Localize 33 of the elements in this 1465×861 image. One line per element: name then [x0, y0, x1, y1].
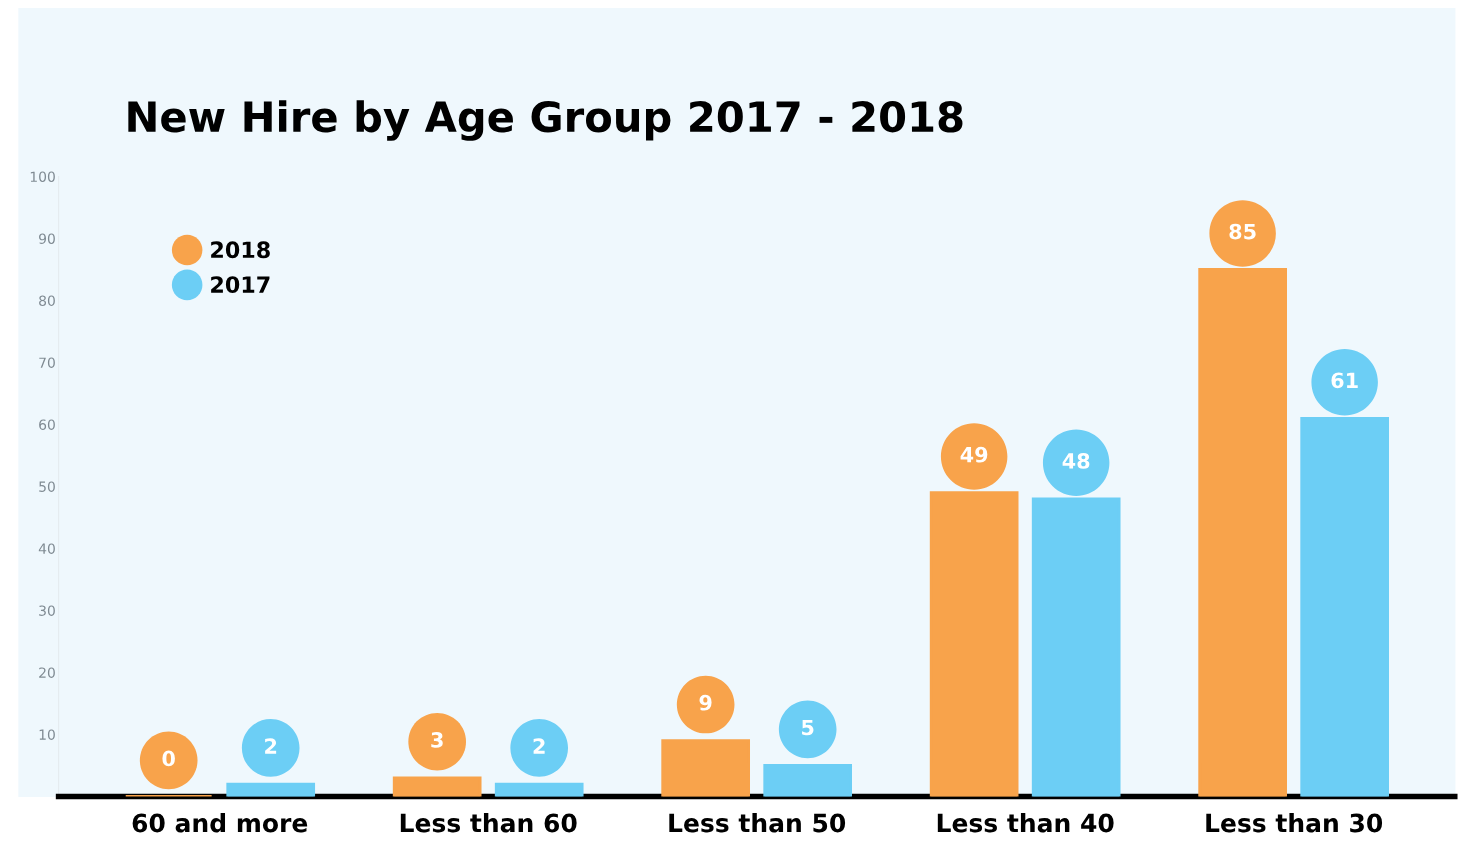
x-tick-label: Less than 30 [1206, 813, 1383, 833]
data-label: 48 [1062, 453, 1090, 469]
legend-label: 2017 [211, 276, 270, 293]
data-label: 9 [699, 694, 712, 711]
y-tick-label: 40 [38, 543, 55, 554]
x-tick-label: 60 and more [132, 813, 308, 833]
y-tick-label: 60 [39, 419, 55, 430]
y-tick-label: 20 [39, 667, 55, 678]
x-tick-label: Less than 50 [669, 813, 846, 833]
data-label: 61 [1331, 372, 1358, 389]
bar [661, 739, 751, 797]
data-label: 2 [265, 738, 277, 754]
y-tick-label: 70 [39, 357, 55, 368]
data-label: 85 [1229, 223, 1256, 240]
y-tick-label: 10 [39, 729, 55, 740]
bar [226, 782, 316, 797]
legend-label: 2018 [211, 241, 270, 259]
y-tick-label: 80 [39, 295, 55, 306]
data-label: 2 [533, 738, 545, 754]
bar [494, 782, 584, 797]
y-tick-label: 50 [39, 481, 55, 492]
y-tick-label: 30 [39, 605, 55, 616]
data-label: 5 [802, 719, 814, 736]
chart-title: New Hire by Age Group 2017 - 2018 [128, 100, 963, 141]
x-tick-label: Less than 60 [400, 813, 577, 833]
y-tick-label: 100 [30, 171, 55, 182]
y-tick-label: 90 [39, 233, 55, 244]
data-label: 0 [162, 750, 175, 767]
x-tick-label: Less than 40 [937, 813, 1114, 833]
bar [392, 776, 482, 797]
bar [763, 764, 853, 797]
data-label: 49 [960, 446, 988, 463]
data-label: 3 [431, 732, 443, 748]
